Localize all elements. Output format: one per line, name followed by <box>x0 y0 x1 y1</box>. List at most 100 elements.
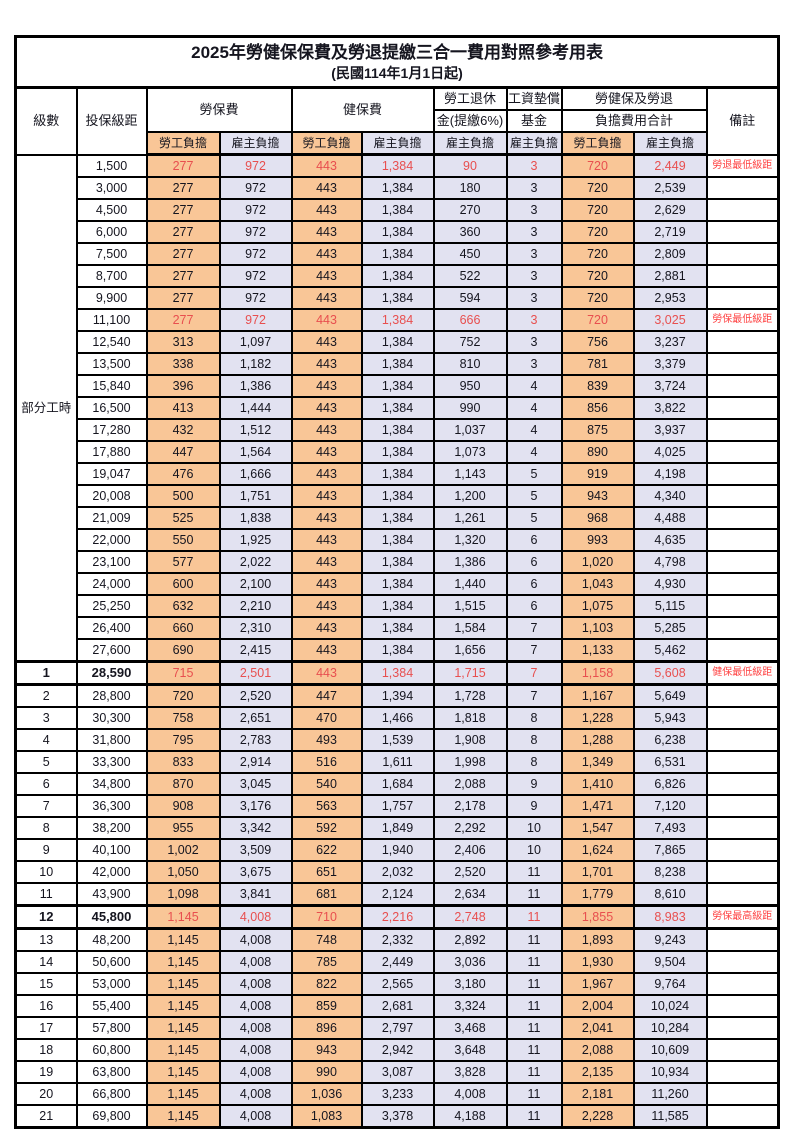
total-employer-cell: 2,539 <box>632 176 708 200</box>
pension-employer-cell: 1,728 <box>432 683 508 708</box>
health-ins-employer-cell: 3,378 <box>360 1104 435 1129</box>
remark-cell <box>705 1082 780 1106</box>
health-ins-employee-cell: 443 <box>290 198 363 222</box>
health-ins-employer-cell: 1,384 <box>360 484 435 508</box>
labor-ins-employee-cell: 277 <box>145 220 221 244</box>
health-ins-employer-cell: 1,684 <box>360 772 435 796</box>
wage-fund-employer-cell: 9 <box>505 794 563 818</box>
health-ins-employee-cell: 443 <box>290 176 363 200</box>
insured-bracket-cell: 27,600 <box>75 638 148 663</box>
pension-employer-cell: 1,715 <box>432 660 508 686</box>
total-employee-cell: 2,041 <box>560 1016 635 1040</box>
level-cell: 5 <box>14 750 78 774</box>
pension-employer-cell: 1,998 <box>432 750 508 774</box>
health-ins-employee-cell: 592 <box>290 816 363 840</box>
remark-cell: 健保最低級距 <box>705 660 780 686</box>
table-row: 25,250 632 2,210 443 1,384 1,515 6 1,075 5,115 <box>16 594 780 618</box>
labor-ins-employee-cell: 870 <box>145 772 221 796</box>
table-title-block: 2025年勞健保保費及勞退提繳三合一費用對照參考用表 (民國114年1月1日起) <box>14 35 780 89</box>
labor-ins-employee-cell: 1,002 <box>145 838 221 862</box>
health-ins-employee-cell: 443 <box>290 330 363 354</box>
level-cell: 6 <box>14 772 78 796</box>
total-employee-cell: 856 <box>560 396 635 420</box>
total-employee-cell: 1,471 <box>560 794 635 818</box>
health-ins-employer-cell: 1,539 <box>360 728 435 752</box>
health-ins-employee-cell: 443 <box>290 264 363 288</box>
total-employee-cell: 1,075 <box>560 594 635 618</box>
health-ins-employer-cell: 2,332 <box>360 927 435 952</box>
labor-ins-employer-cell: 2,310 <box>218 616 293 640</box>
pension-employer-cell: 522 <box>432 264 508 288</box>
table-body: 部分工時 1,500 277 972 443 1,384 90 3 720 2,449 勞退最低級距… <box>14 153 780 1129</box>
table-row: 7,500 277 972 443 1,384 450 3 720 2,809 <box>16 242 780 266</box>
pension-employer-cell: 3,180 <box>432 972 508 996</box>
table-row: 3,000 277 972 443 1,384 180 3 720 2,539 <box>16 176 780 200</box>
wage-fund-employer-cell: 8 <box>505 728 563 752</box>
labor-ins-employer-cell: 4,008 <box>218 994 293 1018</box>
subheader-health-employee: 勞工負擔 <box>290 131 363 156</box>
labor-ins-employee-cell: 396 <box>145 374 221 398</box>
total-employee-cell: 968 <box>560 506 635 530</box>
table-row: 14 50,600 1,145 4,008 785 2,449 3,036 11 1,930 9,… <box>14 950 780 974</box>
total-employer-cell: 11,260 <box>632 1082 708 1106</box>
health-ins-employer-cell: 2,449 <box>360 950 435 974</box>
health-ins-employee-cell: 651 <box>290 860 363 884</box>
health-ins-employer-cell: 1,849 <box>360 816 435 840</box>
level-cell: 19 <box>14 1060 78 1084</box>
total-employer-cell: 2,881 <box>632 264 708 288</box>
total-employee-cell: 993 <box>560 528 635 552</box>
labor-ins-employer-cell: 4,008 <box>218 1104 293 1129</box>
remark-cell <box>705 683 780 708</box>
pension-employer-cell: 1,515 <box>432 594 508 618</box>
health-ins-employee-cell: 443 <box>290 308 363 332</box>
header-level: 級數 <box>14 86 78 156</box>
remark-cell <box>705 220 780 244</box>
health-ins-employer-cell: 1,384 <box>360 550 435 574</box>
header-row-1: 級數 投保級距 勞保費 健保費 勞工退休 工資墊償 勞健保及勞退 備註 <box>14 86 780 156</box>
total-employer-cell: 2,953 <box>632 286 708 310</box>
total-employee-cell: 720 <box>560 198 635 222</box>
insured-bracket-cell: 42,000 <box>75 860 148 884</box>
health-ins-employer-cell: 1,384 <box>360 153 435 178</box>
health-ins-employer-cell: 1,940 <box>360 838 435 862</box>
table-row: 20,008 500 1,751 443 1,384 1,200 5 943 4,340 <box>16 484 780 508</box>
remark-cell <box>705 972 780 996</box>
health-ins-employer-cell: 1,384 <box>360 198 435 222</box>
pension-employer-cell: 180 <box>432 176 508 200</box>
total-employee-cell: 1,930 <box>560 950 635 974</box>
table-row: 4,500 277 972 443 1,384 270 3 720 2,629 <box>16 198 780 222</box>
labor-ins-employer-cell: 1,564 <box>218 440 293 464</box>
total-employer-cell: 9,764 <box>632 972 708 996</box>
pension-employer-cell: 2,892 <box>432 927 508 952</box>
total-employer-cell: 4,488 <box>632 506 708 530</box>
labor-ins-employee-cell: 600 <box>145 572 221 596</box>
wage-fund-employer-cell: 3 <box>505 153 563 178</box>
wage-fund-employer-cell: 3 <box>505 330 563 354</box>
total-employee-cell: 1,855 <box>560 904 635 930</box>
labor-ins-employer-cell: 4,008 <box>218 904 293 930</box>
total-employee-cell: 1,288 <box>560 728 635 752</box>
labor-ins-employer-cell: 4,008 <box>218 950 293 974</box>
total-employer-cell: 8,983 <box>632 904 708 930</box>
pension-employer-cell: 752 <box>432 330 508 354</box>
health-ins-employee-cell: 443 <box>290 242 363 266</box>
level-cell: 8 <box>14 816 78 840</box>
wage-fund-employer-cell: 11 <box>505 904 563 930</box>
remark-cell <box>705 418 780 442</box>
remark-cell <box>705 816 780 840</box>
labor-ins-employee-cell: 955 <box>145 816 221 840</box>
total-employee-cell: 1,701 <box>560 860 635 884</box>
labor-ins-employee-cell: 1,145 <box>145 950 221 974</box>
wage-fund-employer-cell: 3 <box>505 352 563 376</box>
header-wage-fund-line1: 工資墊償 <box>505 86 563 111</box>
total-employer-cell: 3,937 <box>632 418 708 442</box>
total-employee-cell: 720 <box>560 308 635 332</box>
total-employee-cell: 1,779 <box>560 882 635 907</box>
remark-cell <box>705 838 780 862</box>
health-ins-employee-cell: 443 <box>290 594 363 618</box>
total-employer-cell: 4,340 <box>632 484 708 508</box>
wage-fund-employer-cell: 7 <box>505 683 563 708</box>
labor-ins-employer-cell: 972 <box>218 198 293 222</box>
total-employee-cell: 720 <box>560 153 635 178</box>
health-ins-employee-cell: 622 <box>290 838 363 862</box>
